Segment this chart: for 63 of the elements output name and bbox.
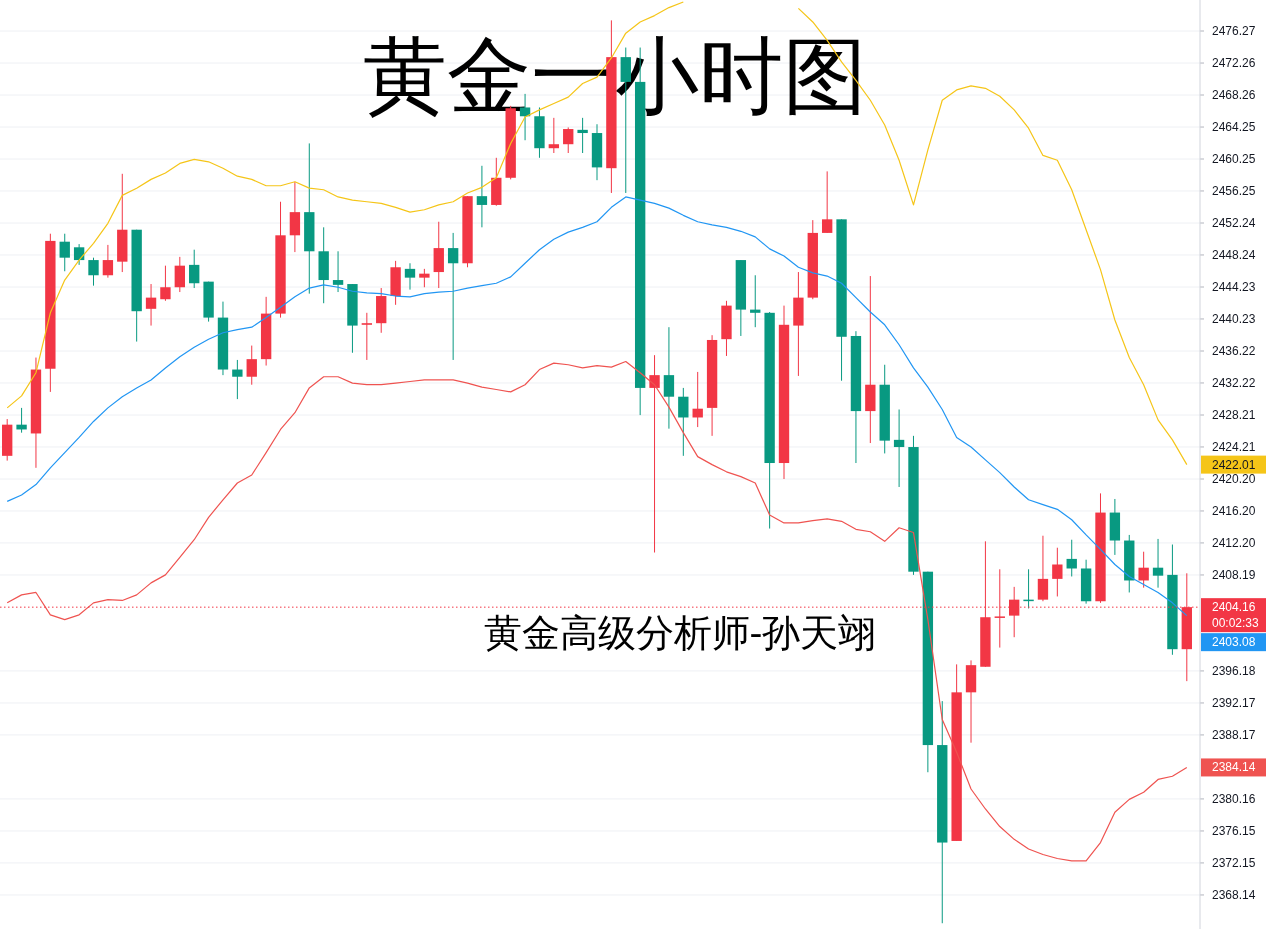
candlestick [893, 408, 905, 488]
candlestick [174, 256, 185, 293]
candlestick [1152, 538, 1164, 589]
y-tick-label: 2456.25 [1212, 183, 1256, 198]
text: 2384.14 [1212, 760, 1256, 775]
y-tick-label: 2468.26 [1212, 88, 1256, 102]
candlestick [232, 359, 243, 400]
y-tick-label: 2472.26 [1212, 56, 1256, 71]
candlestick [73, 243, 85, 266]
y-tick-label: 2388.17 [1212, 727, 1256, 742]
candlestick [433, 221, 444, 289]
candlestick [404, 262, 416, 291]
candlestick [577, 117, 588, 154]
candlestick [1066, 539, 1077, 577]
text: 2422.01 [1212, 457, 1256, 472]
candlestick [1138, 551, 1149, 589]
y-tick-label: 2392.17 [1212, 695, 1256, 710]
candlestick [1037, 535, 1049, 602]
candlestick [1052, 547, 1063, 597]
candlestick [821, 170, 833, 234]
candlestick [678, 387, 689, 457]
candlestick [246, 345, 257, 386]
y-tick-label: 2444.23 [1212, 280, 1256, 294]
candlestick [102, 244, 114, 279]
y-tick-label: 2380.16 [1212, 791, 1256, 806]
y-tick-label: 2476.27 [1212, 24, 1256, 38]
y-tick-label: 2376.15 [1212, 823, 1256, 838]
line-series [6, 360, 1188, 862]
candlestick [88, 257, 99, 287]
candlestick [419, 268, 430, 288]
y-tick-label: 2396.18 [1212, 663, 1256, 678]
y-tick-label: 2420.20 [1212, 472, 1256, 486]
y-tick-label: 2416.20 [1212, 503, 1256, 518]
annotation: 黄金高级分析师-孙天翊 [483, 611, 877, 655]
y-tick-label: 2428.21 [1212, 408, 1256, 422]
candlestick [361, 312, 373, 361]
candlestick [332, 250, 344, 293]
candlestick [447, 232, 459, 361]
candlestick [189, 249, 200, 289]
candlestick [563, 126, 574, 154]
text: 2403.08 [1212, 635, 1256, 650]
y-tick-label: 2448.24 [1212, 247, 1256, 262]
y-tick-label: 2424.21 [1212, 439, 1256, 454]
y-tick-label: 2368.14 [1212, 887, 1256, 902]
y-tick-label: 2464.25 [1212, 120, 1256, 135]
candlestick [750, 274, 761, 328]
ref-line-label: 2404.16 00:02:33 [1212, 600, 1260, 631]
candlestick [160, 265, 171, 302]
candlestick [548, 117, 560, 154]
y-tick-label: 2372.15 [1212, 855, 1256, 870]
candlestick [59, 233, 70, 272]
y-tick-label: 2440.23 [1212, 311, 1256, 326]
candlestick [663, 326, 675, 430]
candlestick [289, 181, 301, 253]
y-tick-label: 2460.25 [1212, 152, 1256, 166]
y-tick-label: 2432.22 [1212, 375, 1256, 390]
candlestick [145, 283, 157, 327]
y-tick-label: 2408.19 [1212, 567, 1256, 582]
candlestick [476, 165, 488, 228]
y-tick-label: 2436.22 [1212, 344, 1256, 358]
candlestick [649, 354, 660, 554]
y-tick-label: 2412.20 [1212, 535, 1256, 550]
y-tick-label: 2452.24 [1212, 216, 1256, 230]
